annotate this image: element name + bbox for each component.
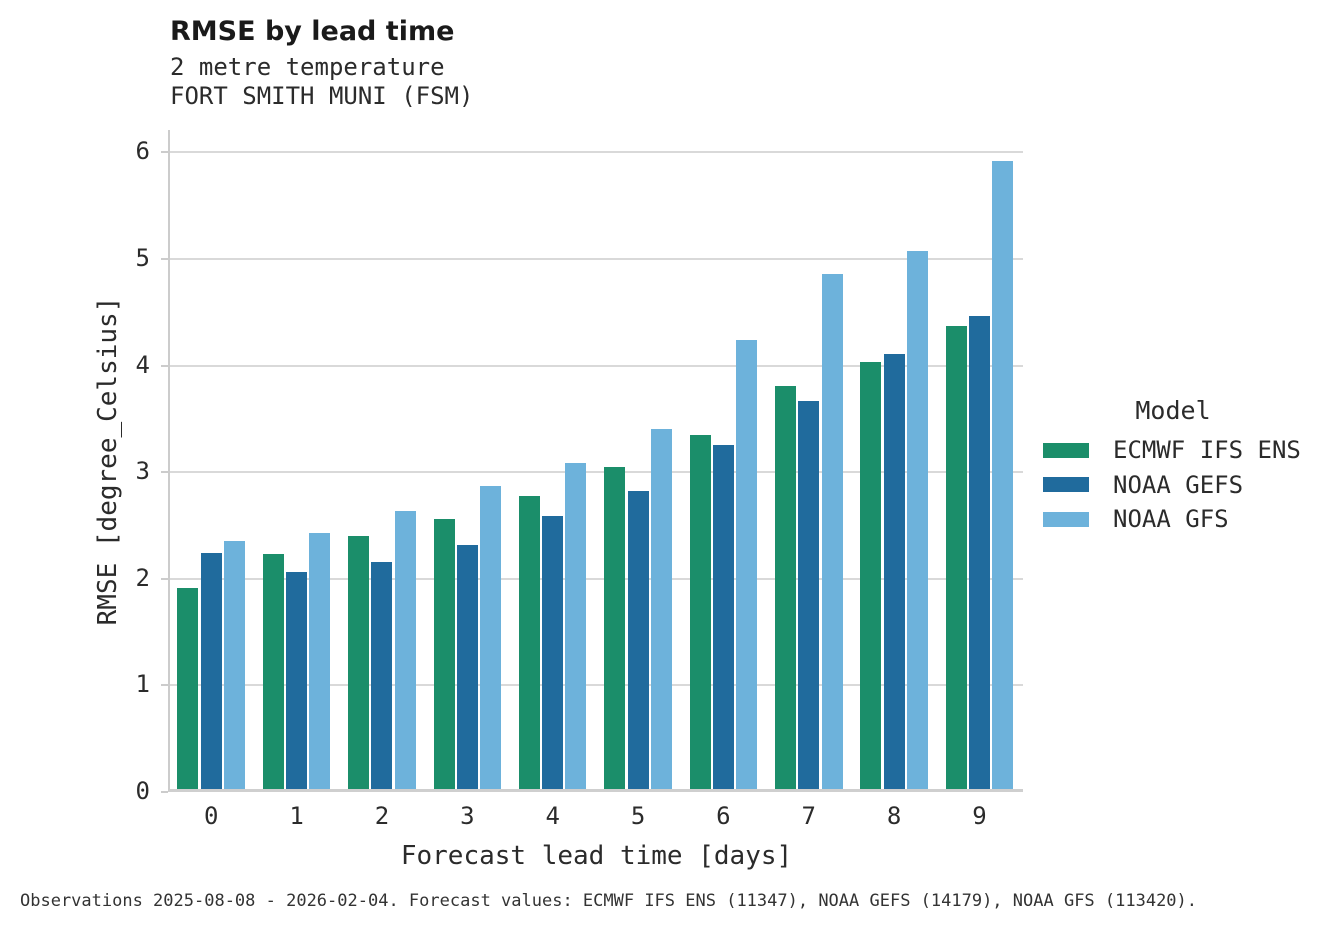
x-tick-label: 9 [972,802,987,830]
bar-noaa-gefs-day4 [542,516,564,789]
x-tick-label: 4 [545,802,560,830]
gridline-y2 [170,577,1023,580]
bar-ecmwf-ifs-ens-day8 [860,361,882,789]
bar-noaa-gefs-day9 [969,315,991,789]
bar-noaa-gfs-day9 [992,161,1014,789]
gridline-y1 [170,684,1023,687]
x-axis-title: Forecast lead time [days] [400,841,793,871]
x-tick-label: 8 [886,802,902,830]
x-tick-label: 5 [630,802,646,830]
legend-label: NOAA GEFS [1113,470,1244,499]
legend-swatch [1043,511,1089,527]
y-tick-label: 5 [135,244,150,273]
legend-swatch [1043,477,1089,493]
legend-label: ECMWF IFS ENS [1113,436,1301,465]
gridline-y3 [170,471,1023,474]
x-tick-label: 2 [374,802,390,830]
chart-title: RMSE by lead time [170,16,455,47]
bar-ecmwf-ifs-ens-day2 [348,536,370,789]
bar-noaa-gefs-day7 [798,400,820,789]
bar-ecmwf-ifs-ens-day7 [774,386,796,789]
y-tick-mark [161,791,168,793]
footer-caption: Observations 2025-08-08 - 2026-02-04. Fo… [20,891,1198,911]
bar-noaa-gfs-day1 [309,533,331,789]
legend-swatch [1043,442,1089,458]
y-tick-mark [161,684,168,687]
chart-subtitle-station: FORT SMITH MUNI (FSM) [170,82,474,110]
bar-noaa-gefs-day8 [883,354,905,789]
bar-noaa-gefs-day0 [200,553,222,789]
bar-ecmwf-ifs-ens-day3 [433,519,455,789]
gridline-y5 [170,257,1023,260]
bar-noaa-gefs-day6 [712,444,734,789]
x-tick-label: 0 [203,802,219,830]
bar-noaa-gefs-day2 [371,561,393,789]
bar-noaa-gfs-day2 [394,510,416,789]
y-tick-mark [161,471,168,474]
legend-item: NOAA GFS [1043,502,1303,537]
y-tick-label: 0 [135,777,150,806]
bar-ecmwf-ifs-ens-day1 [262,554,284,789]
y-tick-mark [161,364,168,367]
bar-ecmwf-ifs-ens-day9 [945,326,967,789]
y-axis-title: RMSE [degree_Celsius] [93,296,123,626]
y-tick-label: 4 [135,350,150,379]
legend-items: ECMWF IFS ENS NOAA GEFS NOAA GFS [1043,433,1303,537]
x-tick-label: 6 [716,802,731,830]
bar-ecmwf-ifs-ens-day4 [518,495,540,789]
y-tick-label: 1 [135,670,150,699]
bar-noaa-gefs-day3 [456,544,478,789]
bar-ecmwf-ifs-ens-day6 [689,435,711,789]
y-tick-mark [161,577,168,580]
bar-noaa-gfs-day3 [480,486,502,789]
bar-noaa-gfs-day5 [650,428,672,789]
bar-ecmwf-ifs-ens-day0 [177,587,199,789]
bar-noaa-gefs-day1 [286,571,308,789]
x-tick-label: 1 [289,802,304,830]
gridline-y4 [170,364,1023,367]
bar-noaa-gfs-day4 [565,462,587,789]
y-tick-label: 3 [135,457,150,486]
x-tick-label: 7 [801,802,817,830]
legend: Model ECMWF IFS ENS NOAA GEFS NOAA GFS [1043,396,1303,537]
gridline-y6 [170,151,1023,154]
bar-noaa-gefs-day5 [627,490,649,789]
plot-area: Forecast lead time [days] 0 1 2 3 4 5 6 0 1 2 3 4 5 6… [136,130,1023,871]
y-tick-label: 6 [135,137,150,166]
legend-item: ECMWF IFS ENS [1043,433,1303,468]
bar-ecmwf-ifs-ens-day5 [604,467,626,789]
legend-label: NOAA GFS [1113,505,1229,534]
bar-noaa-gfs-day0 [224,540,245,789]
legend-title: Model [1135,396,1211,425]
chart-subtitle-variable: 2 metre temperature [170,53,445,81]
y-tick-label: 2 [135,563,150,592]
legend-item: NOAA GEFS [1043,468,1303,503]
x-tick-label: 3 [460,802,475,830]
bar-noaa-gfs-day8 [906,250,928,789]
y-tick-mark [161,257,168,260]
bar-noaa-gfs-day6 [736,340,758,789]
bar-noaa-gfs-day7 [821,274,843,789]
y-tick-mark [161,151,168,154]
